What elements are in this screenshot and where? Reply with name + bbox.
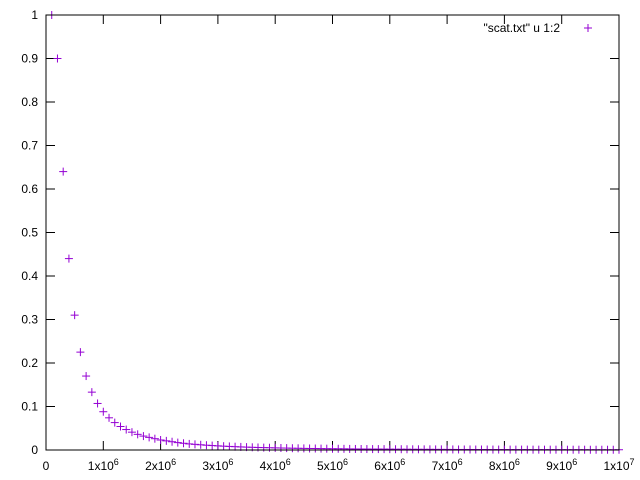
data-point xyxy=(168,437,177,446)
y-tick-label: 0.6 xyxy=(21,182,38,196)
data-point xyxy=(76,348,85,357)
x-tick-label-mantissa: 7x10 xyxy=(432,459,458,473)
data-point xyxy=(179,439,188,448)
y-tick-label: 0.5 xyxy=(21,226,38,240)
legend-label: "scat.txt" u 1:2 xyxy=(483,21,560,35)
x-tick-label-mantissa: 8x10 xyxy=(489,459,515,473)
data-point xyxy=(133,430,142,439)
y-tick-label: 0 xyxy=(31,443,38,457)
x-tick-label-mantissa: 1x10 xyxy=(88,459,114,473)
x-tick-label-exponent: 6 xyxy=(228,457,233,467)
data-point xyxy=(87,388,96,397)
y-tick-label: 0.8 xyxy=(21,95,38,109)
x-tick-label-mantissa: 3x10 xyxy=(202,459,228,473)
x-tick-label: 2x106 xyxy=(145,457,176,473)
x-tick-label-exponent: 6 xyxy=(400,457,405,467)
y-tick-label: 0.1 xyxy=(21,400,38,414)
x-tick-label-mantissa: 4x10 xyxy=(260,459,286,473)
y-tick-label: 0.4 xyxy=(21,269,38,283)
x-tick-label: 3x106 xyxy=(202,457,233,473)
data-point xyxy=(93,399,102,408)
x-tick-label: 6x106 xyxy=(374,457,405,473)
data-point xyxy=(145,433,154,442)
x-tick-label-mantissa: 0 xyxy=(43,459,50,473)
data-point xyxy=(110,418,119,427)
x-tick-label: 8x106 xyxy=(489,457,520,473)
legend-marker-plus xyxy=(584,24,592,32)
data-point xyxy=(162,436,171,445)
data-point xyxy=(53,54,62,63)
data-point xyxy=(139,432,148,441)
y-tick-label: 0.9 xyxy=(21,52,38,66)
y-tick-label: 0.7 xyxy=(21,139,38,153)
x-axis-tick-labels: 0 1x106 2x106 3x106 4x106 5x106 6x106 7x106 8x10… xyxy=(43,457,635,473)
x-tick-label-exponent: 6 xyxy=(171,457,176,467)
legend: "scat.txt" u 1:2 xyxy=(483,21,592,35)
data-point xyxy=(105,413,114,422)
x-tick-label-exponent: 6 xyxy=(515,457,520,467)
data-point xyxy=(59,167,68,176)
x-tick-label-mantissa: 9x10 xyxy=(546,459,572,473)
data-point xyxy=(64,254,73,263)
x-tick-label-mantissa: 6x10 xyxy=(374,459,400,473)
x-tick-label-exponent: 6 xyxy=(114,457,119,467)
y-tick-label: 0.2 xyxy=(21,356,38,370)
data-point xyxy=(116,422,125,431)
data-point xyxy=(150,434,159,443)
x-tick-label: 9x106 xyxy=(546,457,577,473)
data-point xyxy=(127,428,136,437)
x-tick-label: 1x106 xyxy=(88,457,119,473)
y-axis-tick-labels: 0 0.1 0.2 0.3 0.4 0.5 0.6 0.7 0.8 0.9 1 xyxy=(21,8,38,457)
data-point xyxy=(122,425,131,434)
x-tick-label: 0 xyxy=(43,459,50,473)
data-point xyxy=(82,372,91,381)
x-tick-label-exponent: 6 xyxy=(458,457,463,467)
y-tick-label: 1 xyxy=(31,8,38,22)
x-tick-label: 7x106 xyxy=(432,457,463,473)
x-tick-label-exponent: 7 xyxy=(630,457,635,467)
tick-marks xyxy=(45,14,620,451)
y-tick-label: 0.3 xyxy=(21,313,38,327)
x-tick-label: 4x106 xyxy=(260,457,291,473)
data-point xyxy=(156,435,165,444)
x-tick-label-mantissa: 1x10 xyxy=(603,459,629,473)
x-tick-label-mantissa: 2x10 xyxy=(145,459,171,473)
x-tick-label-mantissa: 5x10 xyxy=(317,459,343,473)
x-tick-label: 5x106 xyxy=(317,457,348,473)
x-tick-label-exponent: 6 xyxy=(343,457,348,467)
data-points xyxy=(47,11,623,454)
legend-marker xyxy=(584,24,592,32)
plot-border xyxy=(45,14,620,451)
data-point xyxy=(173,438,182,447)
x-tick-label-exponent: 6 xyxy=(572,457,577,467)
x-tick-label-exponent: 6 xyxy=(286,457,291,467)
x-tick-label: 1x107 xyxy=(603,457,634,473)
data-point xyxy=(70,311,79,320)
data-point xyxy=(99,407,108,416)
